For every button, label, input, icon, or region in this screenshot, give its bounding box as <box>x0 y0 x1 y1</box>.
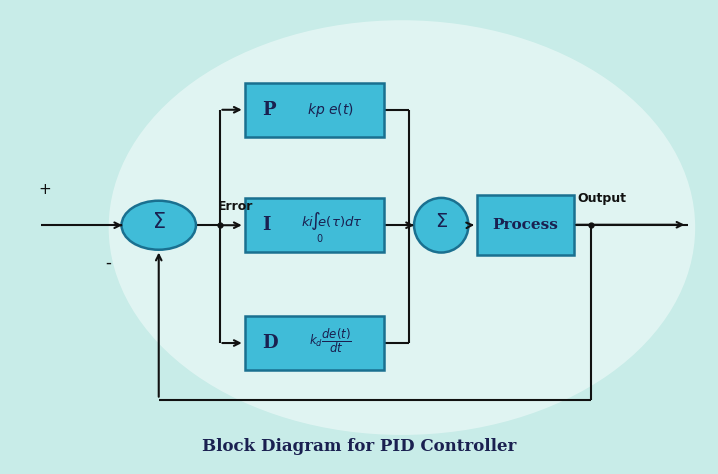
Bar <box>245 198 384 252</box>
Text: D: D <box>263 334 278 352</box>
Text: $k_d\dfrac{de(t)}{dt}$: $k_d\dfrac{de(t)}{dt}$ <box>309 326 351 355</box>
Text: -: - <box>106 254 111 272</box>
Text: P: P <box>263 101 276 119</box>
Text: $\Sigma$: $\Sigma$ <box>152 212 166 232</box>
Text: +: + <box>38 182 51 197</box>
Bar <box>245 316 384 370</box>
Text: $ki\!\int\!e(\tau)d\tau$: $ki\!\int\!e(\tau)d\tau$ <box>302 210 363 232</box>
Text: $\Sigma$: $\Sigma$ <box>435 213 448 231</box>
Text: Block Diagram for PID Controller: Block Diagram for PID Controller <box>202 438 516 455</box>
Bar <box>245 82 384 137</box>
Bar <box>477 195 574 255</box>
Ellipse shape <box>414 198 468 253</box>
Text: Error: Error <box>218 200 253 213</box>
Text: Process: Process <box>493 218 558 232</box>
Ellipse shape <box>108 20 695 435</box>
Text: $0$: $0$ <box>316 232 324 245</box>
Circle shape <box>121 201 196 250</box>
Text: I: I <box>263 216 271 234</box>
Text: $kp\ e(t)$: $kp\ e(t)$ <box>307 101 353 119</box>
Text: Output: Output <box>577 192 626 205</box>
